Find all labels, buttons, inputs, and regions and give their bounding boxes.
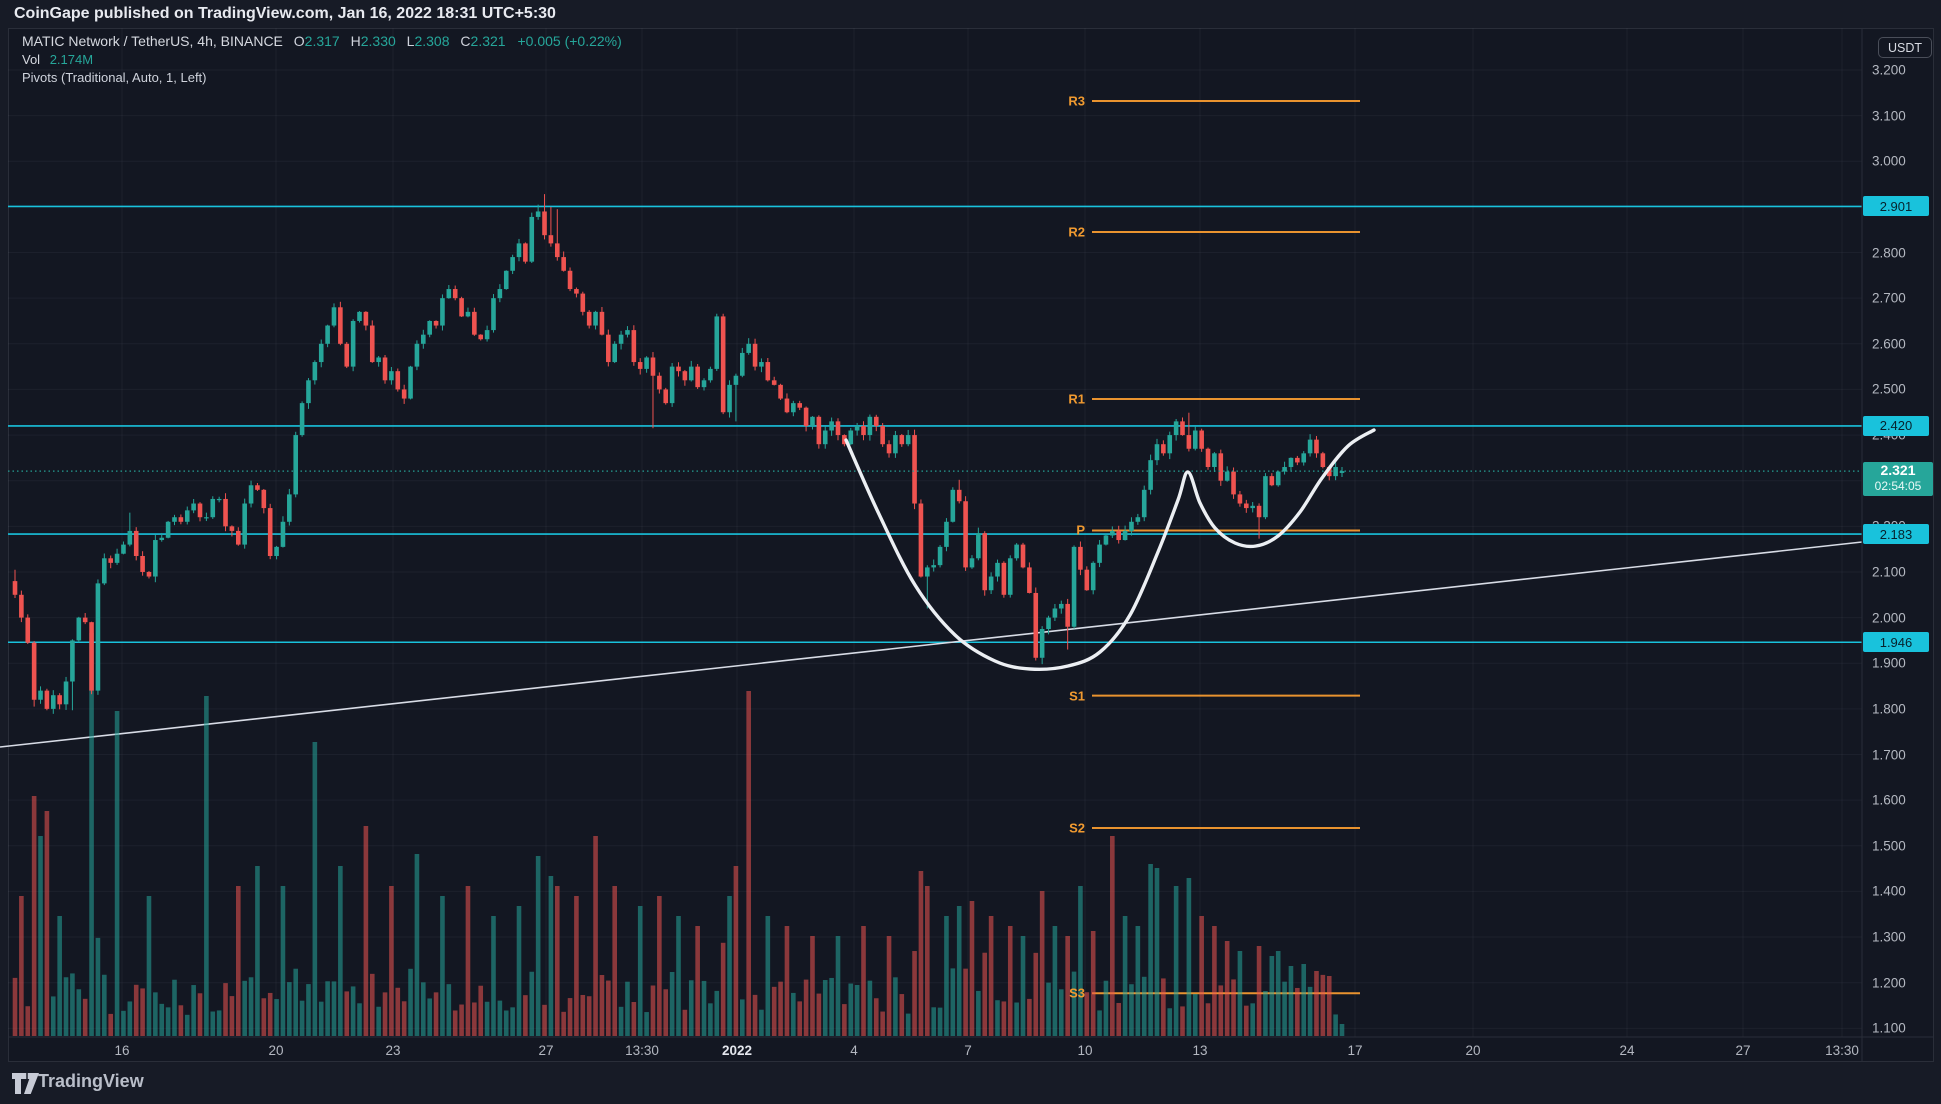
pivot-label-r1: R1: [1068, 391, 1085, 407]
time-axis-tick: 20: [268, 1043, 284, 1058]
price-axis-tick: 1.300: [1872, 929, 1906, 945]
price-axis-tick: 1.200: [1872, 975, 1906, 991]
time-axis-tick: 20: [1465, 1043, 1481, 1058]
price-level-badge: 2.901: [1863, 196, 1929, 217]
price-axis-tick: 2.100: [1872, 564, 1906, 580]
price-axis-tick: 2.600: [1872, 336, 1906, 352]
time-axis-tick: 27: [538, 1043, 554, 1058]
open-key: O: [293, 33, 305, 49]
price-axis-tick: 1.800: [1872, 701, 1906, 717]
indicator-title: Pivots (Traditional, Auto, 1, Left): [22, 70, 207, 85]
pivot-label-s2: S2: [1069, 820, 1085, 836]
low-value: 2.308: [414, 33, 450, 49]
price-axis-tick: 2.800: [1872, 245, 1906, 261]
price-axis-tick: 1.600: [1872, 792, 1906, 808]
publish-attribution-text: CoinGape published on TradingView.com, J…: [14, 5, 556, 22]
time-axis-tick: 13:30: [625, 1043, 659, 1058]
chart-frame: [8, 28, 1934, 1062]
candlesticks: [12, 194, 1345, 714]
pivot-label-s3: S3: [1069, 985, 1085, 1001]
close-key: C: [460, 33, 471, 49]
price-level-badge: 2.420: [1863, 415, 1929, 436]
pivot-label-p: P: [1076, 522, 1085, 538]
volume-value: 2.174M: [49, 52, 94, 67]
price-axis-tick: 2.000: [1872, 610, 1906, 626]
low-key: L: [406, 33, 415, 49]
time-axis-tick: 17: [1347, 1043, 1363, 1058]
time-axis-tick: 24: [1619, 1043, 1635, 1058]
price-axis-tick: 1.400: [1872, 883, 1906, 899]
legend-volume-row[interactable]: Vol 2.174M: [22, 52, 93, 67]
currency-toggle-badge[interactable]: USDT: [1878, 37, 1932, 58]
time-axis-tick: 7: [964, 1043, 972, 1058]
time-axis-tick: 16: [114, 1043, 130, 1058]
tradingview-logo-icon[interactable]: [12, 1073, 39, 1094]
price-axis-tick: 1.700: [1872, 747, 1906, 763]
last-price-value: 2.321: [1880, 462, 1916, 479]
time-axis-tick: 10: [1077, 1043, 1093, 1058]
trendline: [0, 541, 1863, 748]
price-axis-tick: 2.500: [1872, 381, 1906, 397]
high-key: H: [350, 33, 361, 49]
time-axis-tick: 2022: [721, 1043, 753, 1058]
price-axis-tick: 3.200: [1872, 62, 1906, 78]
time-axis-tick: 13:30: [1825, 1043, 1859, 1058]
price-axis-tick: 2.700: [1872, 290, 1906, 306]
symbol-title: MATIC Network / TetherUS, 4h, BINANCE: [22, 33, 283, 49]
price-level-badge: 2.183: [1863, 524, 1929, 545]
volume-label: Vol: [22, 52, 41, 67]
grid-lines: [8, 28, 1862, 1037]
pivot-label-r3: R3: [1068, 93, 1085, 109]
price-axis-tick: 1.100: [1872, 1020, 1906, 1036]
price-axis-tick: 1.900: [1872, 655, 1906, 671]
pivot-lines: [1092, 100, 1360, 995]
price-axis-tick: 3.000: [1872, 153, 1906, 169]
pivot-label-r2: R2: [1068, 224, 1085, 240]
volume-bars: [12, 633, 1345, 1036]
price-axis-tick: 3.100: [1872, 108, 1906, 124]
legend-indicator-row[interactable]: Pivots (Traditional, Auto, 1, Left): [22, 70, 207, 85]
footer-bar: [0, 1063, 1941, 1104]
legend-symbol-row[interactable]: MATIC Network / TetherUS, 4h, BINANCE O2…: [22, 33, 622, 49]
last-price-badge: 2.321 02:54:05: [1863, 462, 1933, 497]
high-value: 2.330: [360, 33, 396, 49]
key-level-lines: [8, 205, 1862, 644]
currency-label: USDT: [1887, 40, 1923, 55]
frame-borders: [8, 28, 1934, 1062]
tradingview-wordmark[interactable]: TradingView: [38, 1071, 144, 1091]
time-axis-tick: 23: [385, 1043, 401, 1058]
time-axis-tick: 27: [1735, 1043, 1751, 1058]
price-level-badge: 1.946: [1863, 632, 1929, 653]
cup-and-handle-drawing[interactable]: [844, 428, 1376, 671]
pivot-label-s1: S1: [1069, 688, 1085, 704]
price-axis-tick: 1.500: [1872, 838, 1906, 854]
publish-attribution-bar: CoinGape published on TradingView.com, J…: [0, 0, 1941, 27]
open-value: 2.317: [304, 33, 340, 49]
bar-countdown: 02:54:05: [1874, 479, 1922, 494]
change-value: +0.005 (+0.22%): [517, 33, 622, 49]
time-axis-tick: 4: [850, 1043, 858, 1058]
time-axis-tick: 13: [1192, 1043, 1208, 1058]
close-value: 2.321: [470, 33, 506, 49]
